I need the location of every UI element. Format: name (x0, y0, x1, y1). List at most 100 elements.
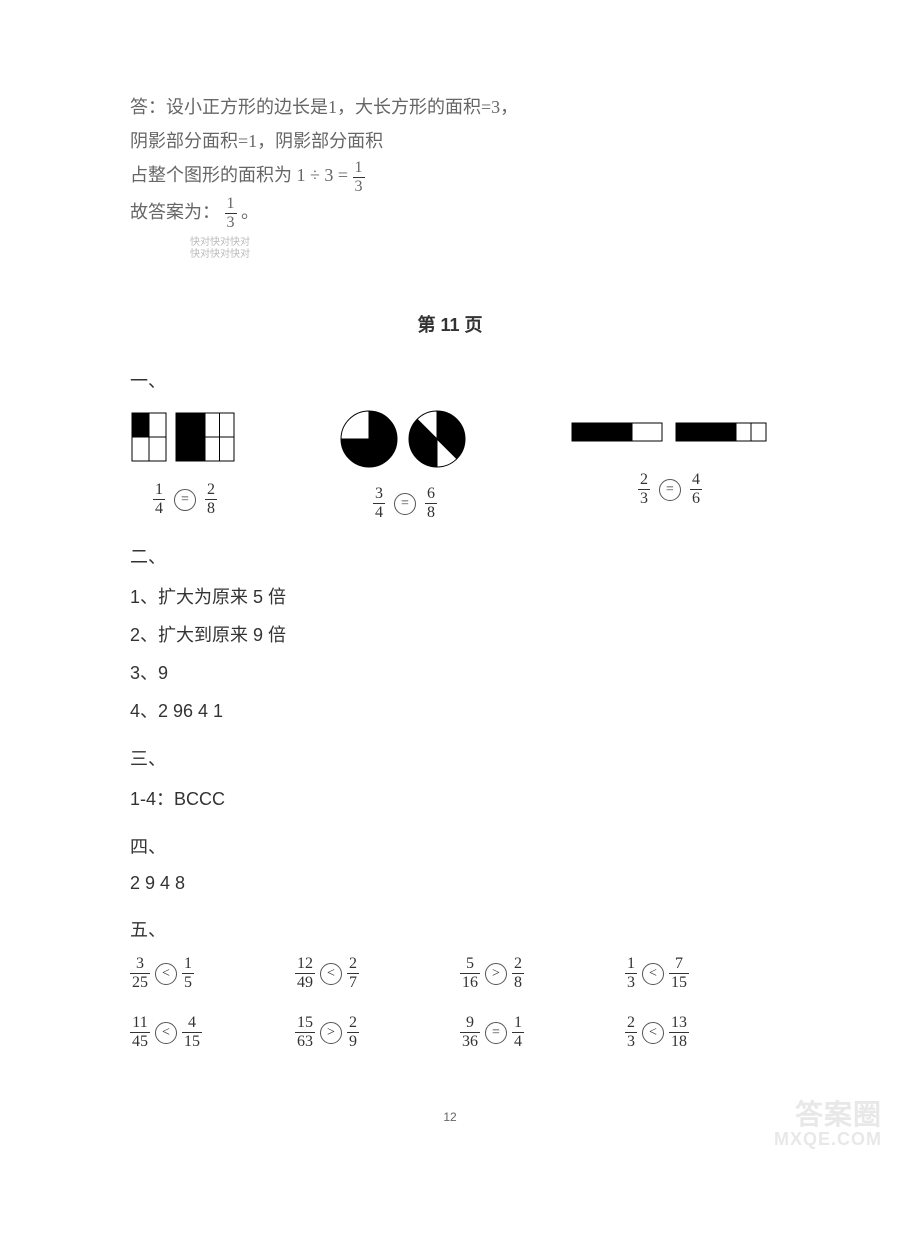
frac: 516 (460, 956, 480, 991)
frac: 29 (347, 1015, 359, 1050)
comparison-cell: 936=14 (460, 1015, 605, 1050)
frac-den: 15 (669, 973, 689, 991)
frac-num: 6 (425, 486, 437, 503)
comparison-cell: 1563>29 (295, 1015, 440, 1050)
frac-num: 12 (295, 956, 315, 973)
section-2-label: 二、 (130, 543, 770, 569)
compare-op: < (155, 963, 177, 985)
frac-den: 9 (347, 1032, 359, 1050)
section-5-label: 五、 (130, 916, 770, 942)
compare-op: < (155, 1022, 177, 1044)
frac-num: 1 (225, 196, 237, 213)
frac-num: 5 (464, 956, 476, 973)
section-1-label: 一、 (130, 367, 770, 393)
frac-num: 11 (130, 1015, 149, 1032)
frac-num: 4 (186, 1015, 198, 1032)
fig-c: 2 3 = 4 6 (570, 407, 770, 507)
frac-num: 1 (512, 1015, 524, 1032)
watermark-bottom-right: 答案圈 MXQE.COM (774, 1100, 882, 1151)
sec2-item: 3、9 (130, 659, 770, 685)
frac-den: 3 (353, 177, 365, 195)
frac-den: 3 (225, 213, 237, 231)
section-4-label: 四、 (130, 833, 770, 859)
frac-den: 18 (669, 1032, 689, 1050)
frac-num: 1 (353, 160, 365, 177)
frac-den: 16 (460, 973, 480, 991)
frac-num: 3 (134, 956, 146, 973)
fraction-1-3-b: 1 3 (225, 196, 237, 231)
answer-line-3: 占整个图形的面积为 1 ÷ 3 = 1 3 (130, 158, 770, 194)
frac: 3 4 (373, 486, 385, 521)
fig-b-caption: 3 4 = 6 8 (335, 486, 475, 521)
frac: 715 (669, 956, 689, 991)
frac: 1249 (295, 956, 315, 991)
wm-line1: 答案圈 (774, 1100, 882, 1131)
frac: 14 (512, 1015, 524, 1050)
frac-den: 8 (512, 973, 524, 991)
page-heading: 第 11 页 (130, 311, 770, 337)
page-number: 12 (130, 1110, 770, 1124)
frac-den: 3 (625, 1032, 637, 1050)
watermark-text-b: 快对快对快对 (190, 249, 770, 261)
page: 答：设小正方形的边长是1，大长方形的面积=3， 阴影部分面积=1，阴影部分面积 … (0, 0, 900, 1164)
frac-den: 7 (347, 973, 359, 991)
frac-den: 15 (182, 1032, 202, 1050)
fraction-1-3: 1 3 (353, 160, 365, 195)
frac-den: 4 (153, 499, 165, 517)
frac-num: 4 (690, 472, 702, 489)
sec2-item: 2、扩大到原来 9 倍 (130, 621, 770, 647)
compare-op: < (642, 963, 664, 985)
frac-den: 4 (512, 1032, 524, 1050)
frac-num: 1 (153, 482, 165, 499)
frac-num: 2 (205, 482, 217, 499)
comparison-cell: 23<1318 (625, 1015, 770, 1050)
compare-op: > (485, 963, 507, 985)
frac-num: 3 (373, 486, 385, 503)
frac-den: 45 (130, 1032, 150, 1050)
compare-op: < (642, 1022, 664, 1044)
answer-line-4: 故答案为： 1 3 。 (130, 195, 770, 231)
frac-den: 3 (625, 973, 637, 991)
frac: 13 (625, 956, 637, 991)
frac-den: 63 (295, 1032, 315, 1050)
section-5-grid: 325<151249<27516>2813<7151145<4151563>29… (130, 956, 770, 1050)
frac-den: 25 (130, 973, 150, 991)
frac-den: 3 (638, 489, 650, 507)
section-3-label: 三、 (130, 745, 770, 771)
comparison-cell: 325 <15 (130, 956, 275, 991)
frac: 1145 (130, 1015, 150, 1050)
comparison-cell: 516>28 (460, 956, 605, 991)
frac-num: 9 (464, 1015, 476, 1032)
frac-num: 2 (625, 1015, 637, 1032)
comparison-cell: 1145<415 (130, 1015, 275, 1050)
sec4-item: 2 9 4 8 (130, 873, 770, 894)
sec3-item: 1-4：BCCC (130, 785, 770, 811)
frac-num: 1 (625, 956, 637, 973)
frac-num: 2 (512, 956, 524, 973)
frac: 2 8 (205, 482, 217, 517)
compare-op: = (394, 493, 416, 515)
answer-line-4-prefix: 故答案为： (130, 202, 220, 222)
frac-den: 5 (182, 973, 194, 991)
fig-a: 1 4 = 2 8 (130, 407, 240, 517)
frac: 4 6 (690, 472, 702, 507)
frac: 1318 (669, 1015, 689, 1050)
watermark-text-a: 快对快对快对 (190, 237, 770, 249)
frac-den: 49 (295, 973, 315, 991)
frac: 936 (460, 1015, 480, 1050)
fig-a-svg (130, 407, 240, 467)
fig-c-svg (570, 407, 770, 457)
section-1-figures: 1 4 = 2 8 3 4 = 6 8 (130, 407, 770, 521)
frac-den: 8 (425, 503, 437, 521)
frac-num: 2 (638, 472, 650, 489)
wm-line2: MXQE.COM (774, 1130, 882, 1150)
answer-line-3-prefix: 占整个图形的面积为 1 ÷ 3 = (130, 165, 353, 185)
compare-op: = (659, 479, 681, 501)
frac-num: 2 (347, 1015, 359, 1032)
frac: 23 (625, 1015, 637, 1050)
frac: 15 (182, 956, 194, 991)
fig-a-caption: 1 4 = 2 8 (130, 482, 240, 517)
compare-op: < (320, 963, 342, 985)
fig-b: 3 4 = 6 8 (335, 407, 475, 521)
comparison-cell: 13<715 (625, 956, 770, 991)
